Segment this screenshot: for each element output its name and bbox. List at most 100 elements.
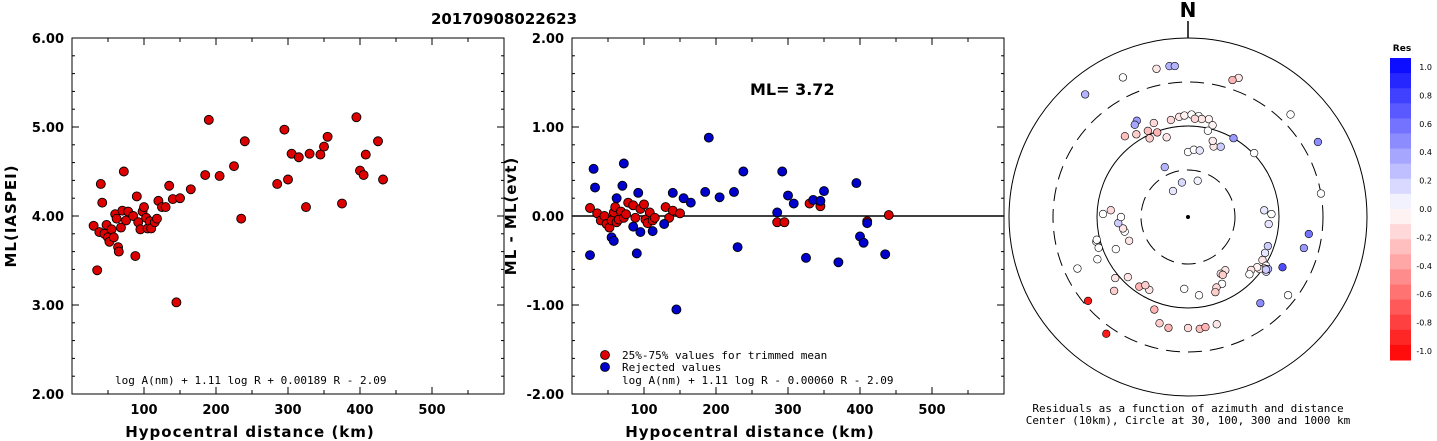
- data-point: [633, 187, 644, 198]
- data-point: [351, 112, 362, 123]
- x-tick-label: 400: [346, 403, 373, 418]
- station-residual-point: [1194, 291, 1204, 300]
- data-point: [671, 304, 682, 315]
- legend-label-rejected: Rejected values: [622, 361, 721, 374]
- station-residual-point: [1118, 224, 1128, 233]
- station-residual-point: [1211, 288, 1220, 297]
- station-residual-point: [1073, 264, 1082, 273]
- colorbar-cell: [1390, 254, 1411, 270]
- data-point: [293, 152, 304, 163]
- station-residual-point: [1190, 114, 1199, 123]
- station-residual-point: [1180, 111, 1189, 120]
- data-point: [700, 187, 711, 197]
- data-point: [283, 174, 293, 185]
- data-point: [788, 198, 799, 209]
- data-point: [108, 232, 119, 243]
- legend-marker-rejected: [600, 362, 610, 372]
- colorbar-cell: [1390, 299, 1411, 316]
- data-point: [635, 227, 646, 237]
- station-residual-point: [1116, 212, 1126, 222]
- ml-value-label: ML= 3.72: [750, 80, 835, 99]
- data-point: [164, 180, 175, 191]
- station-residual-point: [1102, 329, 1111, 338]
- station-residual-point: [1132, 130, 1141, 139]
- station-residual-point: [1263, 241, 1272, 251]
- station-residual-point: [1123, 273, 1132, 282]
- data-point: [649, 212, 660, 223]
- data-point: [667, 187, 678, 198]
- y-tick-label: -1.00: [527, 299, 564, 314]
- data-point: [304, 148, 315, 159]
- data-point: [815, 195, 826, 206]
- data-point: [862, 218, 873, 229]
- station-residual-point: [1193, 176, 1202, 185]
- colorbar-tick-label: 0.8: [1419, 91, 1432, 100]
- x-tick-label: 300: [274, 403, 301, 418]
- colorbar-tick-label: 0.4: [1419, 148, 1432, 157]
- colorbar-cell: [1390, 58, 1411, 74]
- colorbar-cell: [1390, 118, 1411, 134]
- data-point: [358, 170, 369, 181]
- data-point: [214, 170, 225, 181]
- data-point: [858, 237, 869, 248]
- legend-marker-trimmed: [600, 350, 610, 360]
- data-point: [772, 207, 783, 218]
- data-point: [152, 213, 162, 224]
- station-residual-point: [1197, 114, 1206, 124]
- station-residual-point: [1092, 235, 1101, 244]
- data-point: [272, 179, 283, 189]
- station-residual-point: [1267, 209, 1276, 219]
- station-residual-point: [1149, 118, 1158, 128]
- data-point: [160, 202, 171, 213]
- colorbar-tick-label: 0.0: [1419, 205, 1432, 214]
- colorbar-tick-label: -0.2: [1416, 233, 1432, 242]
- colorbar-tick-label: 1.0: [1419, 63, 1432, 72]
- station-residual-point: [1283, 291, 1293, 300]
- station-residual-point: [1229, 134, 1238, 143]
- colorbar-cell: [1390, 269, 1411, 285]
- station-residual-point: [1260, 248, 1270, 258]
- data-point: [628, 221, 639, 232]
- colorbar-cell: [1390, 314, 1411, 331]
- station-residual-point: [1120, 132, 1129, 141]
- station-residual-point: [1216, 142, 1225, 151]
- data-point: [229, 161, 239, 172]
- data-point: [611, 193, 622, 204]
- colorbar-cell: [1390, 284, 1411, 301]
- station-residual-point: [1256, 299, 1265, 308]
- ring-30km: [1140, 169, 1236, 265]
- station-residual-point: [1218, 270, 1227, 279]
- chart-title: 20170908022623: [431, 10, 577, 28]
- station-residual-point: [1313, 137, 1323, 147]
- colorbar-cell: [1390, 88, 1411, 104]
- x-tick-label: 500: [418, 403, 445, 418]
- data-point: [588, 163, 599, 174]
- data-point: [319, 141, 329, 152]
- station-residual-point: [1260, 206, 1269, 215]
- station-residual-point: [1195, 146, 1204, 155]
- colorbar-cell: [1390, 209, 1411, 225]
- colorbar-tick-label: 0.6: [1419, 120, 1432, 129]
- panel-residual-vs-distance: 100 200 300 400 500 -2.00 -1.00 0.00 1.00 2.00 ML…: [502, 32, 1005, 441]
- data-point: [236, 213, 247, 224]
- data-point: [203, 114, 214, 125]
- panel1-ylabel: ML(IASPEI): [2, 164, 20, 267]
- colorbar-cell: [1390, 103, 1411, 119]
- data-point: [315, 149, 326, 160]
- station-residual-point: [1286, 110, 1295, 119]
- colorbar: Res 1.0 0.8 0.6 0.4 0.2 0.0 -0.2 -0.4 -0.6 -0.8 -1…: [1390, 44, 1432, 361]
- colorbar-cell: [1390, 224, 1411, 240]
- data-point: [732, 242, 743, 253]
- y-tick-label: 3.00: [32, 299, 64, 314]
- y-tick-label: 5.00: [32, 121, 64, 136]
- colorbar-cell: [1390, 239, 1411, 255]
- data-point: [729, 187, 739, 197]
- data-point: [851, 178, 862, 189]
- data-point: [621, 209, 631, 220]
- station-residual-point: [1183, 323, 1193, 333]
- y-tick-label: 4.00: [32, 210, 64, 225]
- colorbar-title: Res: [1393, 44, 1411, 54]
- data-point: [678, 193, 689, 204]
- station-residual-point: [1170, 61, 1179, 71]
